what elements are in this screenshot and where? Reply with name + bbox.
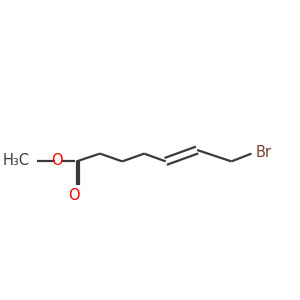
Text: O: O — [68, 188, 80, 203]
Text: O: O — [51, 153, 63, 168]
Text: H₃C: H₃C — [3, 153, 30, 168]
Text: Br: Br — [256, 145, 272, 160]
